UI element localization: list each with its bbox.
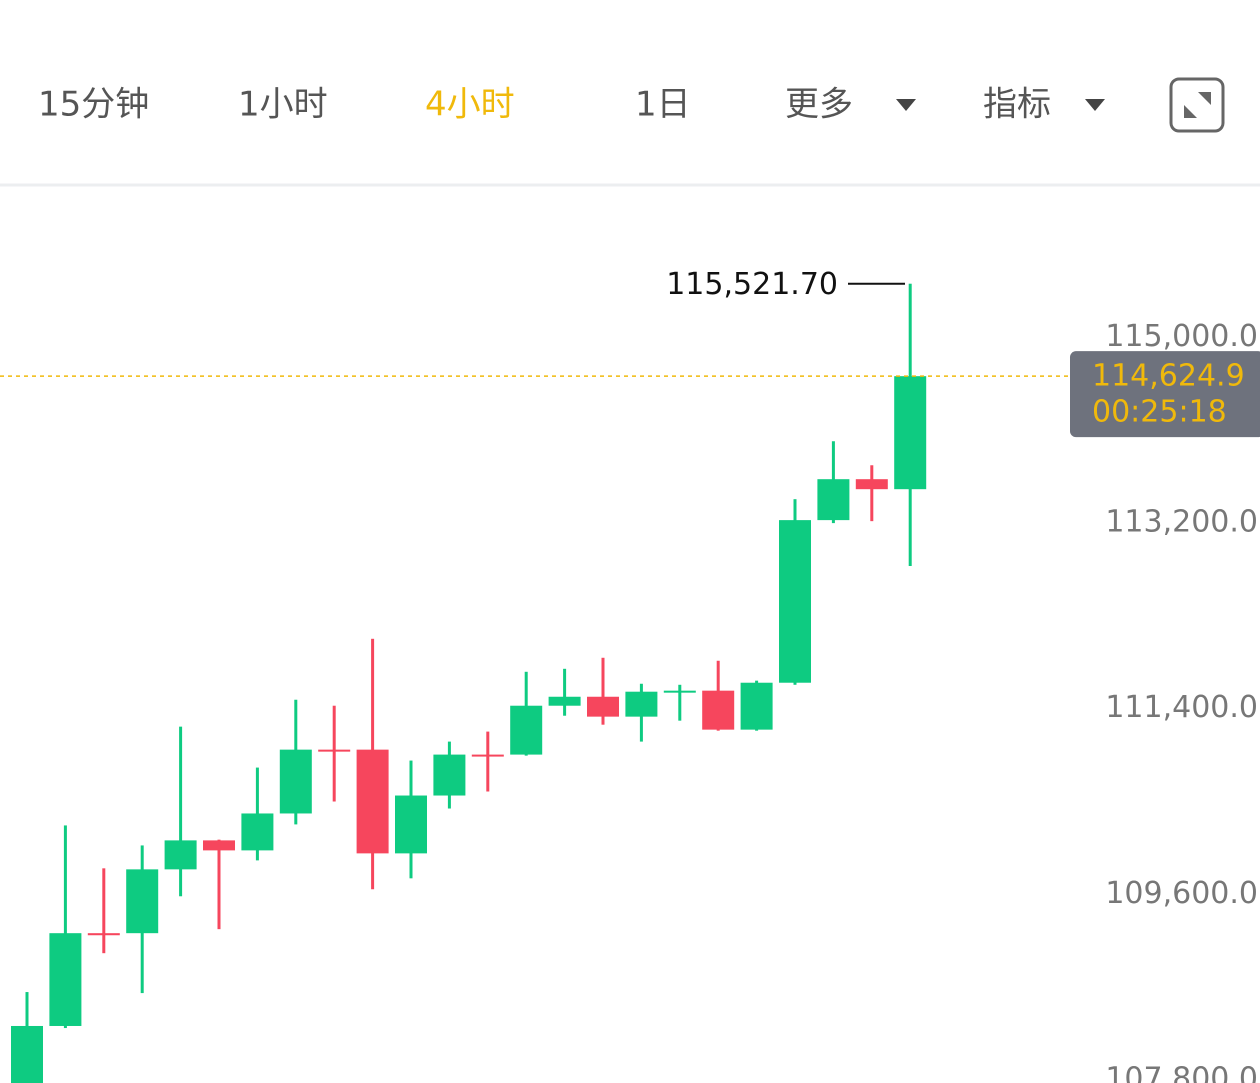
last-price-box [1070, 351, 1260, 438]
timeframe-tab[interactable]: 4小时 [425, 85, 515, 125]
fullscreen-button[interactable] [1169, 77, 1225, 133]
candle-body [87, 933, 120, 936]
y-tick-label: 107,800.0 [1105, 1061, 1258, 1083]
candle-body [471, 754, 504, 757]
candle-body [203, 840, 235, 851]
candle-body [702, 690, 735, 730]
countdown: 00:25:18 [1092, 395, 1227, 430]
y-tick-label: 109,600.0 [1105, 876, 1258, 911]
candle-wick [332, 705, 336, 802]
candle-body [587, 696, 619, 717]
high-label: 115,521.70 [666, 267, 838, 302]
candle-body [855, 479, 888, 490]
candle-wick [486, 731, 490, 792]
candle-body [625, 691, 658, 717]
candle-body [433, 754, 466, 796]
y-tick-label: 115,000.0 [1105, 319, 1258, 354]
candle-body [318, 749, 351, 752]
y-tick-label: 111,400.0 [1105, 690, 1258, 725]
candle-wick [217, 839, 221, 930]
candle-body [740, 682, 773, 730]
candle-body [241, 813, 274, 851]
candle-body [817, 479, 850, 521]
timeframe-tab[interactable]: 更多 [785, 85, 853, 125]
dropdown-arrow[interactable] [896, 99, 916, 111]
candle-wick [63, 825, 67, 1029]
candle-body [11, 1025, 43, 1083]
candle-body [894, 376, 927, 490]
y-tick-label: 113,200.0 [1105, 505, 1258, 540]
candle-body [510, 705, 543, 755]
last-price-tag: 114,624.9 00:25:18 [1070, 351, 1260, 438]
candle-body [356, 749, 389, 854]
candle-body [779, 520, 811, 683]
candle-wick [563, 668, 567, 716]
candle-body [395, 795, 427, 854]
timeframe-tab[interactable]: 15分钟 [38, 85, 149, 125]
candle-wick [870, 465, 874, 522]
candle-body [548, 696, 581, 706]
last-price-label: 114,624.9 [1092, 359, 1245, 394]
timeframe-tab[interactable]: 1小时 [238, 85, 328, 125]
candle-body [49, 933, 82, 1026]
candle-wick [678, 684, 682, 721]
candle-body [663, 690, 696, 693]
candle-body [164, 840, 197, 870]
candle-wick [601, 657, 605, 725]
candle-wick [102, 868, 106, 954]
timeframe-tab[interactable]: 指标 [983, 85, 1051, 125]
candle-body [279, 749, 312, 814]
candle-wick [179, 726, 183, 897]
candle-body [126, 869, 159, 934]
timeframe-tab[interactable]: 1日 [635, 85, 691, 125]
dropdown-arrow[interactable] [1085, 99, 1105, 111]
